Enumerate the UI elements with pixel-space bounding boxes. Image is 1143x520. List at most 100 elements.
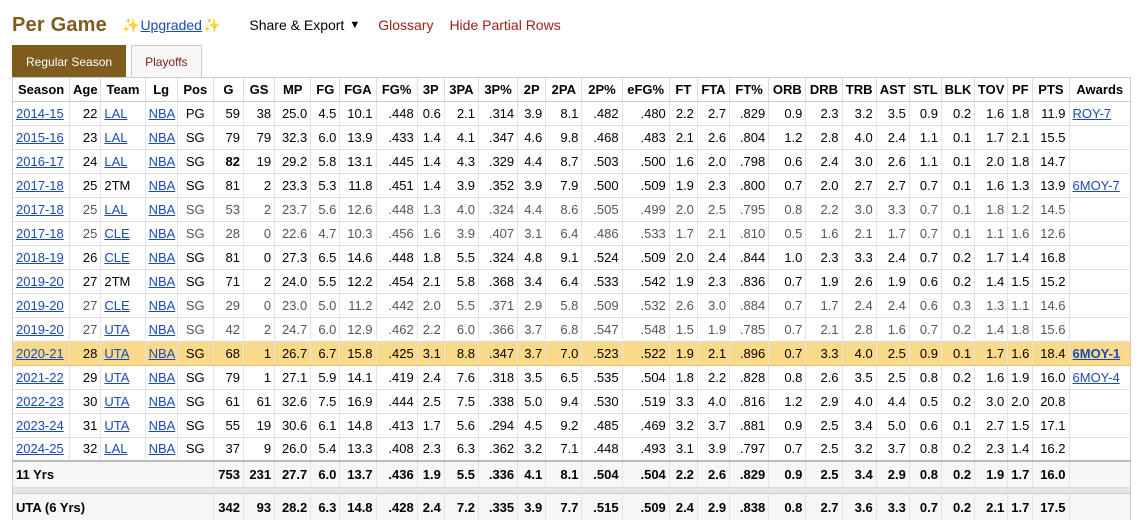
hide-partial-rows-link[interactable]: Hide Partial Rows	[449, 17, 561, 33]
team-cell[interactable]: UTA	[100, 413, 146, 438]
team-cell-link[interactable]: CLE	[104, 249, 130, 265]
team-cell[interactable]: LAL	[100, 125, 146, 150]
column-header[interactable]: TRB	[841, 78, 877, 102]
awards-cell[interactable]: 6MOY-1	[1068, 341, 1132, 366]
awards-cell-link[interactable]: 6MOY-1	[1072, 345, 1121, 361]
team-cell-link[interactable]: UTA	[104, 321, 130, 337]
column-header[interactable]: TOV	[974, 78, 1008, 102]
awards-cell[interactable]: 6MOY-7	[1068, 173, 1132, 198]
upgraded-badge[interactable]: ✨ Upgraded ✨	[121, 17, 221, 34]
season-cell[interactable]: 2017-18	[11, 197, 70, 222]
team-cell[interactable]: LAL	[100, 197, 146, 222]
team-cell-link[interactable]: UTA	[104, 369, 130, 385]
league-cell[interactable]: NBA	[144, 197, 178, 222]
team-cell[interactable]: LAL	[100, 149, 146, 174]
team-cell-link[interactable]: LAL	[104, 201, 128, 217]
column-header[interactable]: FT	[668, 78, 698, 102]
season-cell-link[interactable]: 2017-18	[16, 225, 64, 241]
team-cell[interactable]: UTA	[100, 317, 146, 342]
league-cell-link[interactable]: NBA	[148, 177, 176, 193]
team-cell[interactable]: LAL	[100, 437, 146, 462]
glossary-link[interactable]: Glossary	[378, 17, 434, 33]
season-cell-link[interactable]: 2024-25	[16, 441, 64, 457]
league-cell[interactable]: NBA	[144, 269, 178, 294]
column-header[interactable]: Awards	[1068, 78, 1132, 102]
team-cell-link[interactable]: LAL	[104, 105, 128, 121]
column-header[interactable]: 3P%	[477, 78, 518, 102]
column-header[interactable]: Season	[11, 78, 70, 102]
column-header[interactable]: FT%	[729, 78, 769, 102]
column-header[interactable]: 2PA	[545, 78, 582, 102]
team-cell-link[interactable]: CLE	[104, 297, 130, 313]
season-cell-link[interactable]: 2023-24	[16, 417, 64, 433]
tab-playoffs[interactable]: Playoffs	[131, 45, 202, 77]
league-cell[interactable]: NBA	[144, 317, 178, 342]
team-cell-link[interactable]: LAL	[104, 129, 128, 145]
league-cell-link[interactable]: NBA	[148, 321, 176, 337]
league-cell[interactable]: NBA	[144, 101, 178, 126]
column-header[interactable]: Team	[100, 78, 146, 102]
league-cell-link[interactable]: NBA	[148, 297, 176, 313]
league-cell[interactable]: NBA	[144, 389, 178, 414]
column-header[interactable]: MP	[274, 78, 311, 102]
season-cell-link[interactable]: 2019-20	[16, 273, 64, 289]
season-cell[interactable]: 2021-22	[11, 365, 70, 390]
season-cell[interactable]: 2017-18	[11, 173, 70, 198]
column-header[interactable]: Lg	[144, 78, 178, 102]
season-cell-link[interactable]: 2017-18	[16, 177, 64, 193]
column-header[interactable]: AST	[875, 78, 910, 102]
column-header[interactable]: FG	[310, 78, 340, 102]
column-header[interactable]: G	[212, 78, 244, 102]
league-cell[interactable]: NBA	[144, 437, 178, 462]
league-cell[interactable]: NBA	[144, 173, 178, 198]
awards-cell[interactable]: 6MOY-4	[1068, 365, 1132, 390]
league-cell-link[interactable]: NBA	[148, 105, 176, 121]
season-cell[interactable]: 2019-20	[11, 293, 70, 318]
team-cell-link[interactable]: LAL	[104, 153, 128, 169]
season-cell[interactable]: 2023-24	[11, 413, 70, 438]
season-cell[interactable]: 2022-23	[11, 389, 70, 414]
team-cell[interactable]: UTA	[100, 341, 146, 366]
league-cell-link[interactable]: NBA	[148, 273, 176, 289]
league-cell[interactable]: NBA	[144, 293, 178, 318]
league-cell-link[interactable]: NBA	[148, 201, 176, 217]
season-cell-link[interactable]: 2018-19	[16, 249, 64, 265]
league-cell[interactable]: NBA	[144, 125, 178, 150]
season-cell[interactable]: 2015-16	[11, 125, 70, 150]
season-cell[interactable]: 2024-25	[11, 437, 70, 462]
column-header[interactable]: PF	[1007, 78, 1033, 102]
season-cell-link[interactable]: 2022-23	[16, 393, 64, 409]
league-cell[interactable]: NBA	[144, 245, 178, 270]
share-export-menu[interactable]: Share & Export ▼	[249, 17, 360, 33]
season-cell-link[interactable]: 2015-16	[16, 129, 64, 145]
column-header[interactable]: 3PA	[443, 78, 479, 102]
awards-cell-link[interactable]: 6MOY-7	[1072, 177, 1120, 193]
column-header[interactable]: 3P	[416, 78, 445, 102]
season-cell-link[interactable]: 2017-18	[16, 201, 64, 217]
team-cell[interactable]: UTA	[100, 365, 146, 390]
awards-cell-link[interactable]: 6MOY-4	[1072, 369, 1120, 385]
column-header[interactable]: FG%	[375, 78, 418, 102]
column-header[interactable]: GS	[242, 78, 275, 102]
team-cell[interactable]: LAL	[100, 101, 146, 126]
league-cell-link[interactable]: NBA	[148, 393, 176, 409]
column-header[interactable]: BLK	[940, 78, 975, 102]
column-header[interactable]: ORB	[768, 78, 806, 102]
league-cell-link[interactable]: NBA	[148, 369, 176, 385]
upgraded-link[interactable]: Upgraded	[140, 17, 202, 33]
season-cell[interactable]: 2020-21	[11, 341, 70, 366]
awards-cell-link[interactable]: ROY-7	[1072, 105, 1112, 121]
season-cell[interactable]: 2014-15	[11, 101, 70, 126]
column-header[interactable]: DRB	[805, 78, 843, 102]
tab-regular-season[interactable]: Regular Season	[12, 45, 127, 77]
team-cell-link[interactable]: LAL	[104, 441, 128, 457]
awards-cell[interactable]: ROY-7	[1068, 101, 1132, 126]
league-cell[interactable]: NBA	[144, 221, 178, 246]
team-cell[interactable]: CLE	[100, 221, 146, 246]
season-cell-link[interactable]: 2019-20	[16, 321, 64, 337]
season-cell-link[interactable]: 2021-22	[16, 369, 64, 385]
column-header[interactable]: Pos	[176, 78, 214, 102]
season-cell[interactable]: 2016-17	[11, 149, 70, 174]
column-header[interactable]: eFG%	[621, 78, 670, 102]
league-cell-link[interactable]: NBA	[148, 225, 176, 241]
